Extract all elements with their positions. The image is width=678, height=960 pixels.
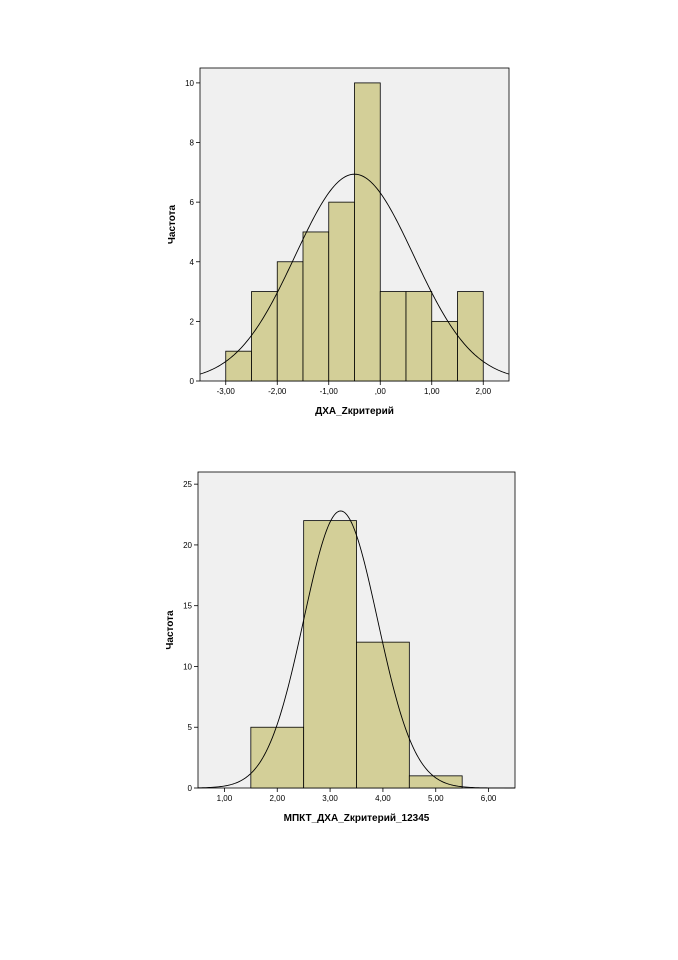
histogram-bar: [354, 82, 381, 382]
x-tick-label: -1,00: [320, 387, 339, 396]
y-tick-label: 10: [183, 662, 192, 671]
y-tick-label: 5: [188, 723, 193, 732]
x-tick-label: ,00: [375, 387, 387, 396]
histogram-bar: [250, 726, 305, 789]
x-tick-label: 4,00: [375, 794, 391, 803]
y-tick-label: 2: [190, 317, 195, 326]
y-tick-label: 20: [183, 541, 192, 550]
normal-curve: [197, 510, 516, 789]
x-tick-label: 5,00: [428, 794, 444, 803]
x-tick-label: 3,00: [322, 794, 338, 803]
x-tick-label: -2,00: [268, 387, 287, 396]
histogram-bar: [251, 291, 278, 382]
x-axis-label: МПКТ_ДХА_Zкритерий_12345: [284, 813, 430, 824]
y-tick-label: 6: [190, 198, 195, 207]
histogram-bar: [276, 261, 304, 382]
x-tick-label: 2,00: [475, 387, 491, 396]
y-tick-label: 10: [185, 79, 194, 88]
histogram-bar: [225, 350, 252, 382]
x-tick-label: 2,00: [269, 794, 285, 803]
normal-curve: [199, 173, 510, 375]
histogram-bar: [405, 291, 433, 382]
histogram-dxa-zscore: 0 2 4 6 8 10 -3,00 -2,00 -1,00 ,00 1,00 2,00 ДХА_Zкр…: [167, 67, 510, 417]
histogram-bar: [457, 291, 484, 382]
histogram-bar: [379, 291, 407, 382]
histogram-bar: [328, 201, 355, 382]
y-tick-label: 8: [190, 139, 195, 148]
y-axis-label: Частота: [165, 610, 176, 650]
x-tick-label: 1,00: [217, 794, 233, 803]
histogram-bar: [431, 320, 458, 382]
histogram-bar: [303, 520, 357, 789]
x-tick-label: 1,00: [424, 387, 440, 396]
y-tick-label: 0: [190, 377, 195, 386]
y-tick-label: 4: [190, 258, 195, 267]
x-tick-label: -3,00: [217, 387, 236, 396]
x-tick-label: 6,00: [481, 794, 497, 803]
x-axis-label: ДХА_Zкритерий: [315, 406, 394, 417]
y-axis-label: Частота: [167, 204, 178, 244]
y-tick-label: 0: [188, 784, 193, 793]
histogram-bar: [302, 231, 330, 382]
histogram-mpkt-dxa-zscore: 0 5 10 15 20 25 1,00 2,00 3,00 4,00 5,00 6,00 МПКТ_Д…: [165, 471, 516, 824]
y-tick-label: 25: [183, 480, 192, 489]
y-tick-label: 15: [183, 602, 192, 611]
